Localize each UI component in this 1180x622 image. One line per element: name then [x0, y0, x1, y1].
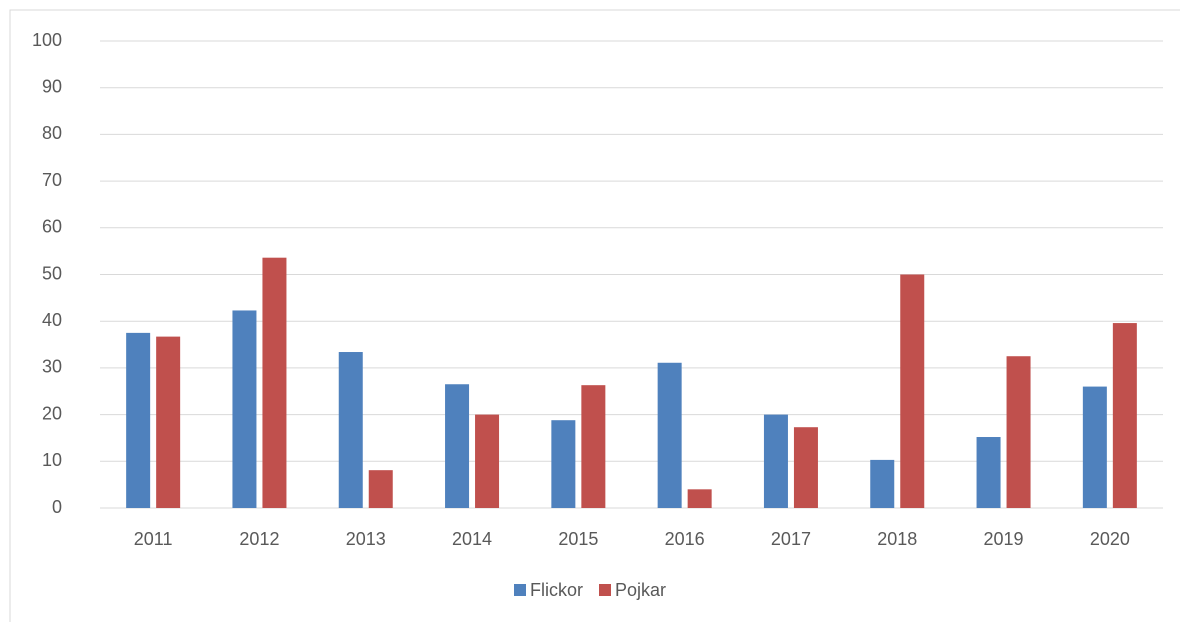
legend-swatch: [599, 584, 611, 596]
bar: [581, 385, 606, 508]
x-tick-label: 2017: [771, 529, 811, 549]
bar: [232, 310, 257, 508]
bar: [657, 362, 682, 508]
bar: [1006, 356, 1031, 508]
x-tick-label: 2015: [558, 529, 598, 549]
bar: [1112, 323, 1137, 508]
y-tick-label: 80: [42, 123, 62, 143]
bar: [445, 384, 470, 508]
bar: [475, 414, 500, 508]
legend-label: Flickor: [530, 580, 583, 600]
bar: [763, 414, 788, 508]
y-tick-label: 0: [52, 497, 62, 517]
x-tick-label: 2019: [984, 529, 1024, 549]
x-tick-label: 2012: [239, 529, 279, 549]
bar: [793, 427, 818, 508]
x-tick-label: 2013: [346, 529, 386, 549]
legend-swatch: [514, 584, 526, 596]
chart-frame: [9, 9, 1180, 622]
x-tick-label: 2018: [877, 529, 917, 549]
bar: [1082, 386, 1107, 508]
y-tick-label: 90: [42, 76, 62, 96]
bar: [126, 332, 151, 508]
y-tick-label: 100: [32, 30, 62, 50]
bar: [900, 274, 925, 508]
y-tick-label: 10: [42, 450, 62, 470]
x-tick-label: 2011: [134, 529, 173, 549]
bar: [338, 352, 363, 508]
bar: [156, 336, 181, 508]
bar: [368, 470, 393, 508]
bar: [870, 459, 895, 508]
bar: [262, 257, 287, 508]
bar: [551, 420, 576, 508]
y-tick-label: 20: [42, 403, 62, 423]
y-tick-label: 30: [42, 357, 62, 377]
bar: [976, 437, 1001, 508]
y-tick-label: 40: [42, 310, 62, 330]
y-tick-label: 70: [42, 170, 62, 190]
x-tick-label: 2014: [452, 529, 492, 549]
bar: [687, 489, 712, 508]
y-tick-label: 60: [42, 217, 62, 237]
x-tick-label: 2020: [1090, 529, 1130, 549]
y-tick-label: 50: [42, 263, 62, 283]
x-tick-label: 2016: [665, 529, 705, 549]
legend-label: Pojkar: [615, 580, 666, 600]
